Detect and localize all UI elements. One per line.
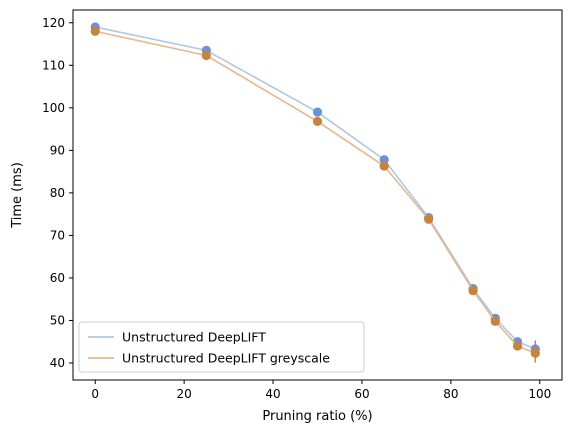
y-tick-label: 100 bbox=[42, 101, 65, 115]
data-point bbox=[90, 26, 100, 36]
y-tick-label: 40 bbox=[50, 356, 65, 370]
legend-box bbox=[78, 321, 365, 373]
y-tick-label: 120 bbox=[42, 16, 65, 30]
plot-frame bbox=[72, 9, 563, 381]
data-point bbox=[312, 116, 323, 127]
data-point bbox=[201, 50, 211, 61]
y-tick-label: 90 bbox=[50, 143, 65, 157]
x-tick-label: 40 bbox=[265, 387, 280, 401]
data-point bbox=[530, 348, 540, 358]
y-axis-label: Time (ms) bbox=[10, 162, 25, 229]
data-point bbox=[512, 341, 523, 351]
x-axis-label: Pruning ratio (%) bbox=[262, 409, 372, 424]
data-point bbox=[379, 155, 389, 165]
y-tick-label: 110 bbox=[42, 58, 65, 72]
series-2 bbox=[90, 26, 540, 363]
data-point bbox=[468, 286, 478, 296]
x-tick-label: 60 bbox=[354, 387, 369, 401]
y-tick-label: 50 bbox=[50, 313, 65, 327]
y-tick-label: 70 bbox=[50, 228, 65, 242]
legend-label: Unstructured DeepLIFT greyscale bbox=[122, 351, 330, 366]
x-tick-label: 0 bbox=[91, 387, 99, 401]
legend-label: Unstructured DeepLIFT bbox=[122, 330, 266, 345]
y-tick-label: 60 bbox=[50, 271, 65, 285]
data-point bbox=[312, 107, 323, 117]
x-tick-label: 100 bbox=[528, 387, 551, 401]
data-point bbox=[490, 316, 500, 326]
y-tick-label: 80 bbox=[50, 186, 65, 200]
x-tick-label: 20 bbox=[176, 387, 191, 401]
data-point bbox=[424, 214, 434, 224]
x-tick-label: 80 bbox=[443, 387, 458, 401]
data-point bbox=[379, 161, 389, 171]
